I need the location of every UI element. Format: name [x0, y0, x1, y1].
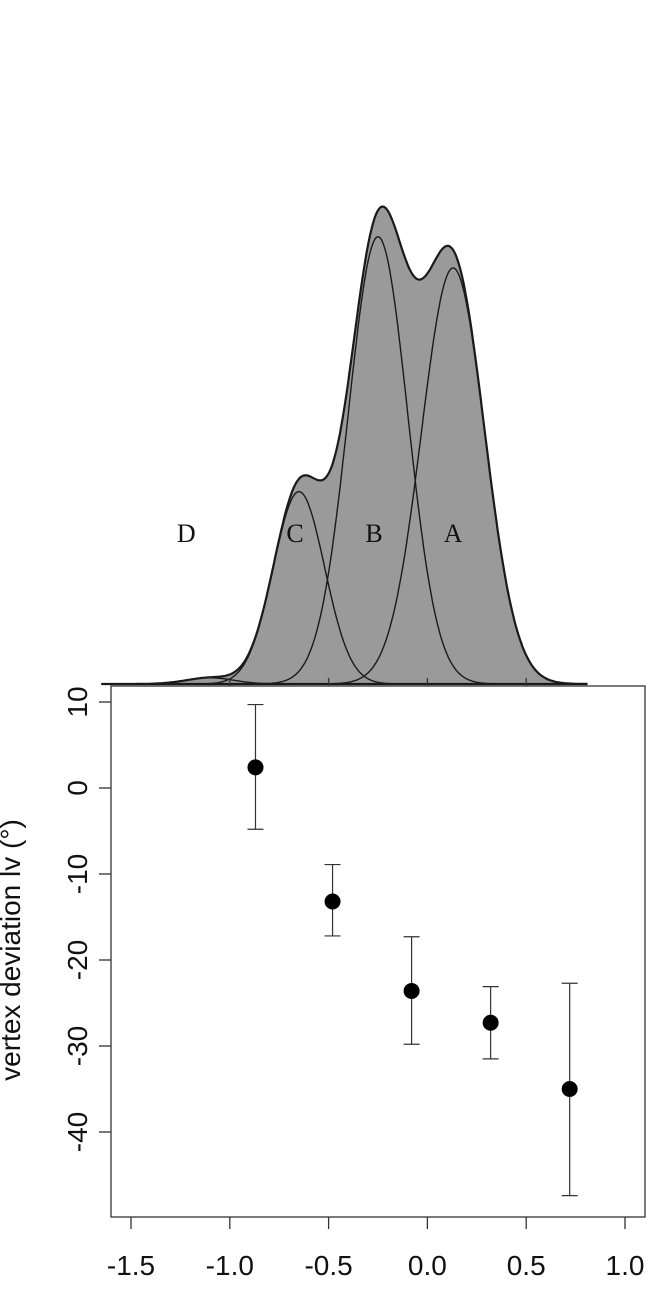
x-tick-label: 0.5 — [507, 1250, 546, 1281]
x-tick-label: -0.5 — [304, 1250, 352, 1281]
component-label-c: C — [286, 519, 303, 548]
y-tick-label: -30 — [62, 1026, 93, 1066]
component-curve-d — [101, 677, 588, 685]
y-axis-title: vertex deviation lv (°) — [0, 819, 26, 1081]
y-tick-label: 0 — [62, 780, 93, 796]
plot-frame — [110, 685, 646, 1218]
x-tick-label: 0.0 — [408, 1250, 447, 1281]
component-label-b: B — [365, 519, 382, 548]
component-label-d: D — [177, 519, 196, 548]
component-label-a: A — [444, 519, 463, 548]
y-tick-label: -10 — [62, 854, 93, 894]
scatter-plot: -1.5 -1.0 -0.5 0.0 0.5 1.0 10 0 -10 -20 -30 -40 — [62, 678, 646, 1281]
y-tick-label: -40 — [62, 1112, 93, 1152]
x-tick-label: -1.5 — [107, 1250, 155, 1281]
density-plot: A B C D — [101, 205, 588, 686]
data-point — [561, 1081, 578, 1097]
y-tick-label: 10 — [62, 686, 93, 717]
x-tick-label: 1.0 — [606, 1250, 645, 1281]
data-point — [482, 1014, 499, 1031]
y-tick-label: -20 — [62, 940, 93, 980]
data-point — [403, 982, 420, 999]
data-point — [247, 759, 264, 776]
data-point — [324, 893, 341, 910]
x-tick-label: -1.0 — [206, 1250, 254, 1281]
